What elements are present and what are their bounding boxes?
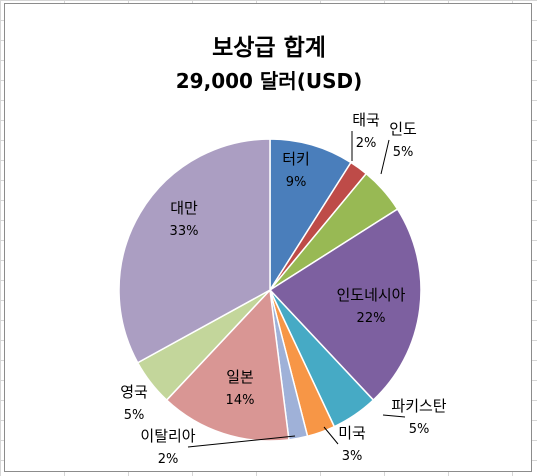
leader-line-3 bbox=[380, 139, 390, 175]
slice-percent-7: 2% bbox=[158, 452, 179, 467]
slice-label-2: 태국 bbox=[352, 111, 380, 129]
slice-percent-4: 22% bbox=[357, 311, 386, 326]
slice-label-1: 터키 bbox=[282, 150, 310, 168]
slice-label-8: 일본 bbox=[226, 368, 254, 386]
pie-slice-10[interactable] bbox=[118, 138, 271, 364]
slice-label-6: 미국 bbox=[338, 424, 366, 442]
chart-title: 보상급 합계 bbox=[212, 35, 326, 61]
slice-percent-10: 33% bbox=[170, 224, 199, 239]
slice-label-10: 대만 bbox=[170, 199, 198, 217]
slice-label-3: 인도 bbox=[389, 120, 417, 138]
leader-line-7 bbox=[187, 435, 296, 448]
slice-label-5: 파키스탄 bbox=[391, 397, 446, 415]
slice-percent-2: 2% bbox=[356, 136, 377, 151]
leader-line-6 bbox=[323, 426, 339, 445]
chart-area[interactable]: 보상급 합계 29,000 달러(USD) 터키 9% 태국 2% 인도 5% 인도네시아 2… bbox=[4, 3, 532, 472]
slice-percent-1: 9% bbox=[286, 175, 307, 190]
slice-label-4: 인도네시아 bbox=[336, 286, 405, 304]
slice-percent-8: 14% bbox=[226, 393, 255, 408]
pie-chart: 터키 9% 태국 2% 인도 5% 인도네시아 22% 파키스탄 5% 미국 3% 이탈리아 2% 일본 14… bbox=[118, 111, 447, 467]
slice-label-7: 이탈리아 bbox=[140, 427, 195, 445]
slice-percent-6: 3% bbox=[342, 449, 363, 464]
pie-slice-1[interactable] bbox=[269, 138, 352, 293]
slice-percent-3: 5% bbox=[393, 145, 414, 160]
slice-percent-9: 5% bbox=[124, 408, 145, 423]
pie-slice-8[interactable] bbox=[165, 288, 290, 442]
slice-percent-5: 5% bbox=[409, 422, 430, 437]
slice-label-9: 영국 bbox=[120, 383, 148, 401]
leader-line-5 bbox=[382, 414, 406, 418]
pie-slice-4[interactable] bbox=[268, 208, 422, 402]
chart-subtitle: 29,000 달러(USD) bbox=[175, 69, 363, 93]
